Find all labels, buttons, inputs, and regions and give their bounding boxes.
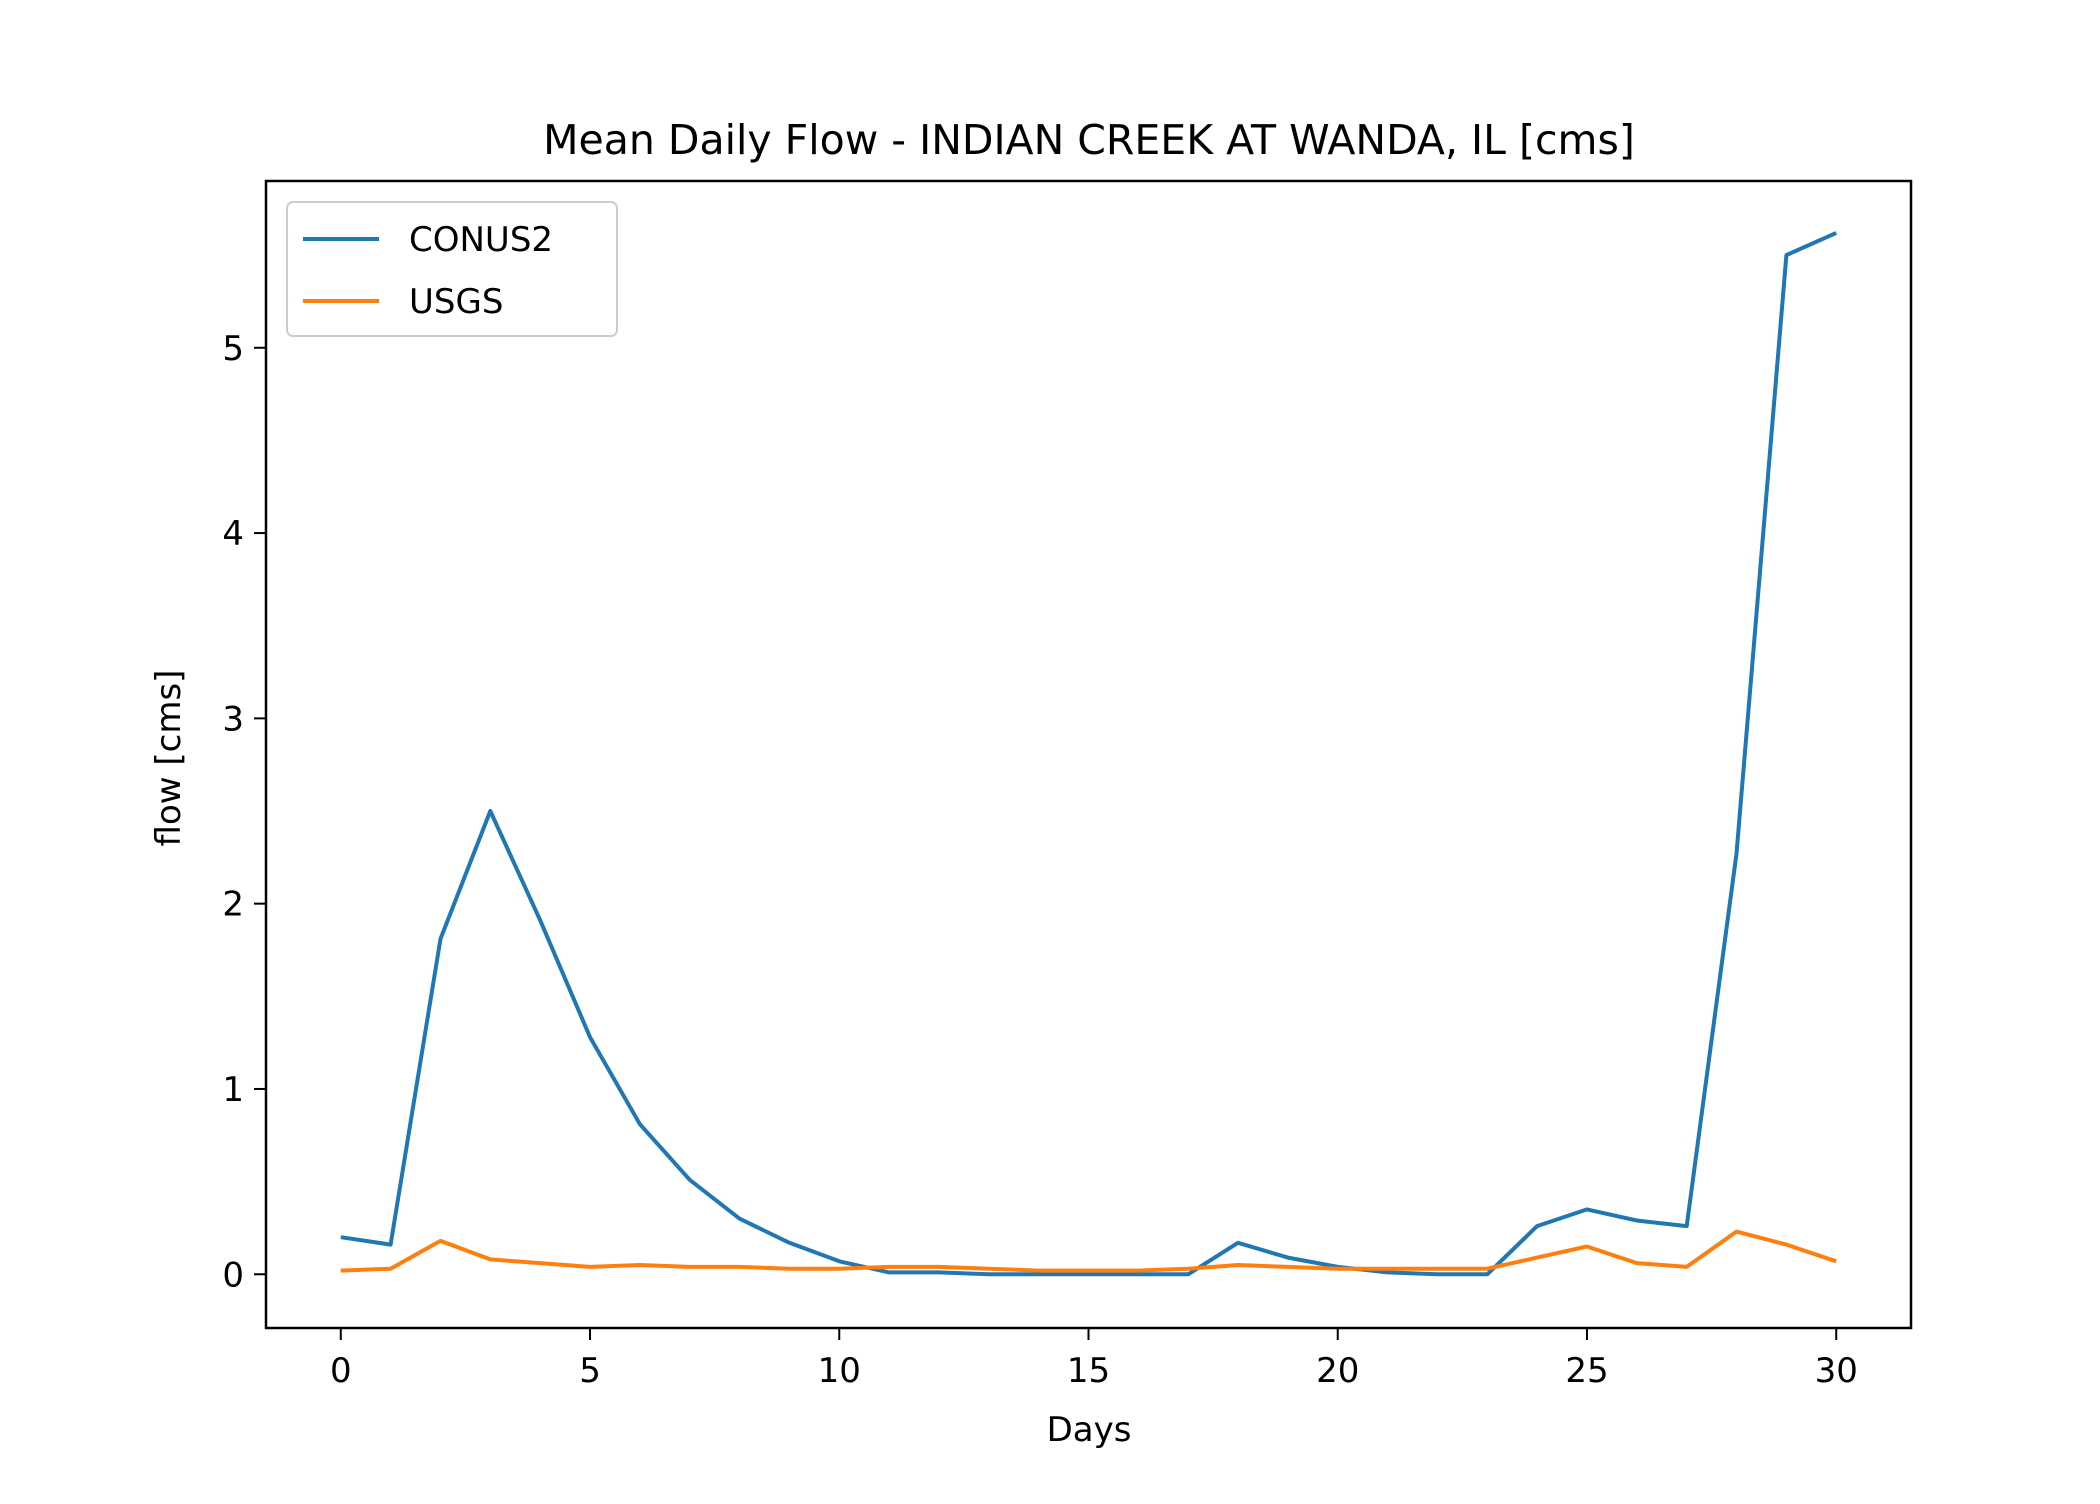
y-tick-label: 2 [222,885,244,925]
legend-label-usgs: USGS [409,282,503,322]
y-tick-label: 3 [222,699,244,739]
x-axis-label: Days [1047,1410,1132,1450]
y-tick-label: 4 [222,514,244,554]
plot-area: 0 5 10 15 20 25 30 0 1 2 3 4 5 CONUS2 USGS [222,179,1913,1391]
legend-label-conus2: CONUS2 [409,220,553,260]
y-axis-label: flow [cms] [149,670,189,847]
y-tick-label: 5 [222,329,244,369]
series-line-usgs [340,1229,1837,1273]
x-tick-label: 0 [330,1351,352,1391]
x-tick-label: 25 [1565,1351,1608,1391]
x-tick-label: 10 [818,1351,861,1391]
x-tick-label: 20 [1316,1351,1359,1391]
y-tick-label: 0 [222,1255,244,1295]
series-line-conus2 [340,231,1838,1277]
x-tick-label: 5 [579,1351,601,1391]
y-tick-label: 1 [222,1070,244,1110]
x-tick-label: 30 [1815,1351,1858,1391]
x-tick-label: 15 [1067,1351,1110,1391]
chart-title: Mean Daily Flow - INDIAN CREEK AT WANDA,… [543,116,1635,164]
